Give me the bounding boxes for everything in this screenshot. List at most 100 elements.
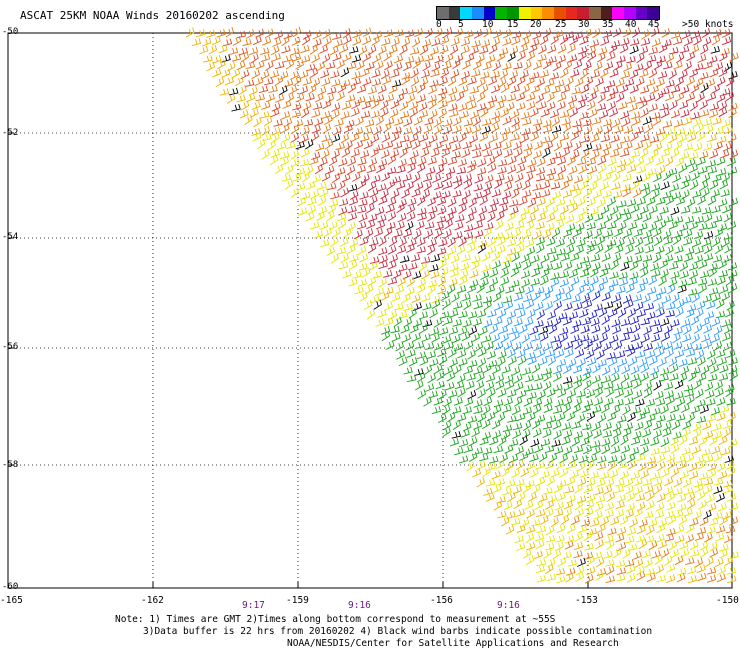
- wind-barb: [514, 172, 524, 183]
- wind-barb: [473, 420, 483, 430]
- wind-barb: [565, 244, 575, 255]
- wind-barb: [560, 67, 569, 79]
- wind-barb: [674, 379, 684, 390]
- wind-barb: [312, 102, 323, 110]
- wind-barb: [514, 302, 525, 311]
- wind-barb: [395, 341, 404, 352]
- wind-barb: [556, 492, 566, 502]
- wind-barb: [651, 550, 661, 559]
- wind-barb: [727, 575, 737, 584]
- wind-barb: [260, 53, 271, 63]
- wind-barb: [627, 164, 637, 174]
- wind-barb: [687, 575, 697, 584]
- wind-barb: [417, 195, 426, 206]
- wind-barb: [718, 259, 727, 270]
- wind-barb: [445, 166, 456, 175]
- wind-barb: [463, 231, 474, 240]
- wind-barb: [361, 100, 371, 110]
- wind-barb: [427, 373, 436, 384]
- wind-barb: [479, 437, 489, 446]
- wind-barb: [709, 149, 719, 159]
- wind-barb: [370, 147, 379, 158]
- wind-barb: [601, 252, 611, 262]
- wind-barb: [623, 125, 634, 134]
- wind-barb: [573, 141, 582, 152]
- wind-barb: [427, 94, 437, 103]
- wind-barb: [608, 43, 618, 54]
- wind-barb: [552, 406, 563, 414]
- wind-barb: [618, 101, 628, 110]
- wind-barb: [491, 470, 501, 480]
- wind-barb: [676, 52, 685, 64]
- wind-barb: [714, 127, 724, 135]
- wind-barb: [679, 434, 688, 446]
- wind-barb: [553, 365, 563, 375]
- wind-barb: [486, 350, 496, 360]
- wind-barb: [646, 196, 656, 206]
- wind-barb: [728, 70, 738, 80]
- wind-barb: [555, 79, 565, 88]
- wind-barb: [701, 27, 711, 38]
- wind-barb: [614, 398, 624, 407]
- wind-barb: [399, 147, 408, 158]
- wind-barb: [538, 44, 547, 55]
- wind-barb: [248, 46, 259, 56]
- wind-barb: [634, 141, 644, 151]
- wind-barb: [421, 140, 432, 150]
- wind-barb: [584, 542, 594, 551]
- wind-barb: [424, 53, 434, 62]
- wind-barb: [648, 68, 658, 79]
- wind-barb: [682, 478, 692, 488]
- wind-barb: [484, 222, 494, 231]
- wind-barb: [523, 148, 533, 159]
- wind-barb: [645, 567, 655, 576]
- wind-barb: [463, 444, 474, 454]
- wind-barb: [349, 190, 359, 200]
- wind-barb: [647, 286, 657, 295]
- wind-barb: [725, 76, 735, 87]
- wind-barb: [698, 259, 708, 270]
- wind-barb: [716, 412, 726, 422]
- wind-barb: [675, 307, 684, 318]
- wind-barb: [548, 452, 558, 464]
- wind-barb: [715, 310, 726, 319]
- wind-barb: [629, 38, 640, 46]
- wind-barb: [249, 108, 259, 118]
- wind-barb: [339, 237, 349, 247]
- wind-barb: [653, 214, 663, 224]
- wind-barb: [676, 298, 685, 310]
- wind-barb: [565, 214, 575, 224]
- wind-barb: [411, 188, 421, 198]
- wind-barb: [607, 157, 617, 167]
- wind-barb: [728, 269, 738, 278]
- wind-barb: [688, 462, 698, 472]
- wind-barb: [522, 230, 532, 239]
- wind-barb: [520, 207, 530, 216]
- wind-barb: [536, 77, 545, 88]
- wind-barb: [430, 254, 441, 263]
- wind-barb: [722, 142, 732, 152]
- wind-barb: [574, 532, 583, 542]
- wind-barb: [481, 142, 491, 152]
- wind-barb: [388, 45, 398, 55]
- legend-swatch: [553, 7, 566, 19]
- wind-barb: [367, 181, 377, 192]
- wind-barb: [609, 107, 619, 118]
- wind-barb: [724, 555, 733, 567]
- wind-barb: [694, 254, 704, 264]
- wind-barb: [694, 557, 704, 568]
- wind-barb: [562, 403, 571, 414]
- wind-barb: [609, 469, 619, 479]
- wind-barb: [290, 187, 299, 198]
- wind-barb: [666, 501, 676, 511]
- wind-barb: [651, 183, 661, 192]
- wind-barb: [342, 52, 352, 63]
- wind-barb: [509, 206, 519, 216]
- wind-barb: [553, 300, 563, 311]
- wind-barb: [453, 231, 463, 240]
- wind-barb: [613, 60, 623, 71]
- wind-barb: [684, 215, 695, 224]
- wind-barb: [295, 167, 306, 176]
- wind-barb: [693, 428, 702, 439]
- wind-barb: [324, 114, 333, 125]
